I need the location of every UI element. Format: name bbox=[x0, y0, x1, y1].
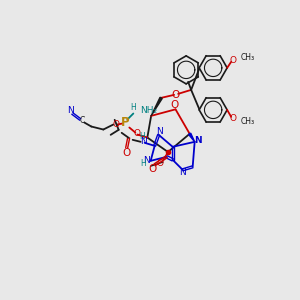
Text: C: C bbox=[80, 116, 85, 125]
Text: N: N bbox=[156, 127, 163, 136]
Text: H: H bbox=[140, 159, 146, 168]
Text: O: O bbox=[148, 164, 157, 174]
Text: CH₃: CH₃ bbox=[240, 117, 254, 126]
Text: H: H bbox=[130, 103, 136, 112]
Text: P: P bbox=[121, 116, 130, 129]
Text: O: O bbox=[134, 129, 141, 138]
Text: O: O bbox=[171, 90, 179, 100]
Text: NH₂: NH₂ bbox=[140, 106, 158, 115]
Text: N: N bbox=[143, 156, 150, 165]
Text: N: N bbox=[140, 137, 147, 146]
Text: H: H bbox=[139, 132, 145, 141]
Text: O: O bbox=[170, 100, 178, 110]
Text: O: O bbox=[230, 114, 237, 123]
Text: N: N bbox=[179, 168, 186, 177]
Text: O: O bbox=[113, 120, 120, 129]
Polygon shape bbox=[189, 133, 195, 142]
Text: O: O bbox=[157, 160, 164, 169]
Text: N: N bbox=[67, 106, 74, 115]
Text: CH₃: CH₃ bbox=[240, 53, 254, 62]
Text: N: N bbox=[194, 136, 202, 145]
Text: O: O bbox=[122, 148, 131, 158]
Text: O: O bbox=[230, 56, 237, 65]
Polygon shape bbox=[151, 97, 162, 116]
